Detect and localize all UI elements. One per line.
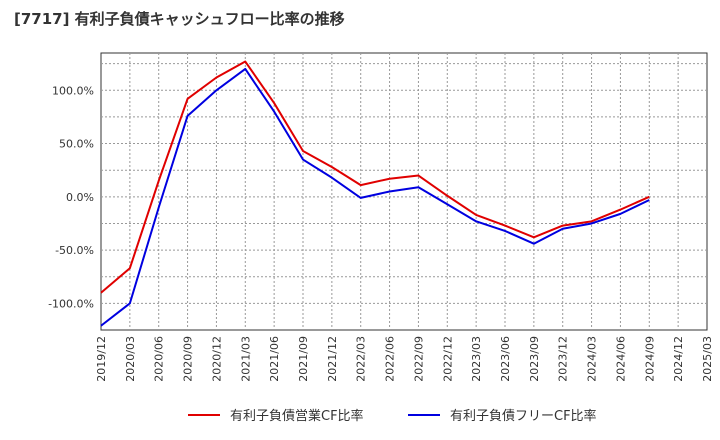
x-tick-label: 2022/12 [441, 336, 454, 382]
x-tick-label: 2023/03 [470, 336, 483, 382]
x-tick-label: 2021/09 [297, 336, 310, 382]
x-tick-label: 2022/09 [412, 336, 425, 382]
x-tick-label: 2021/06 [268, 336, 281, 382]
x-tick-label: 2024/06 [614, 336, 627, 382]
x-axis-ticks: 2019/12 2020/03 2020/06 2020/09 2020/12 2021/… [95, 336, 714, 382]
x-tick-label: 2023/12 [557, 336, 570, 382]
legend: 有利子負債営業CF比率 有利子負債フリーCF比率 [188, 408, 597, 424]
x-tick-label: 2020/06 [153, 336, 166, 382]
x-tick-label: 2024/12 [672, 336, 685, 382]
y-tick-label: 50.0% [59, 138, 94, 151]
y-tick-label: 0.0% [66, 191, 94, 204]
y-tick-label: -100.0% [48, 297, 94, 310]
y-tick-label: 100.0% [52, 84, 94, 97]
series-line-1 [100, 60, 650, 294]
x-tick-label: 2020/03 [124, 336, 137, 382]
chart-title: [7717] 有利子負債キャッシュフロー比率の推移 [14, 10, 345, 28]
x-tick-label: 2022/03 [355, 336, 368, 382]
plot-frame [100, 52, 708, 331]
x-tick-label: 2025/03 [701, 336, 714, 382]
x-tick-label: 2024/03 [586, 336, 599, 382]
grid-lines [101, 53, 707, 330]
plot-area [100, 52, 708, 331]
y-axis-ticks: 100.0% 50.0% 0.0% -50.0% -100.0% [48, 84, 94, 310]
series-lines [100, 60, 650, 327]
x-tick-label: 2020/12 [210, 336, 223, 382]
x-tick-label: 2021/12 [326, 336, 339, 382]
y-tick-label: -50.0% [55, 244, 94, 257]
legend-label-1: 有利子負債営業CF比率 [230, 408, 364, 424]
legend-label-2: 有利子負債フリーCF比率 [450, 408, 597, 424]
x-tick-label: 2023/06 [499, 336, 512, 382]
x-tick-label: 2019/12 [95, 336, 108, 382]
x-tick-label: 2021/03 [239, 336, 252, 382]
series-line-2 [100, 67, 650, 327]
x-tick-label: 2022/06 [384, 336, 397, 382]
x-tick-label: 2023/09 [528, 336, 541, 382]
x-tick-label: 2020/09 [182, 336, 195, 382]
x-tick-label: 2024/09 [643, 336, 656, 382]
